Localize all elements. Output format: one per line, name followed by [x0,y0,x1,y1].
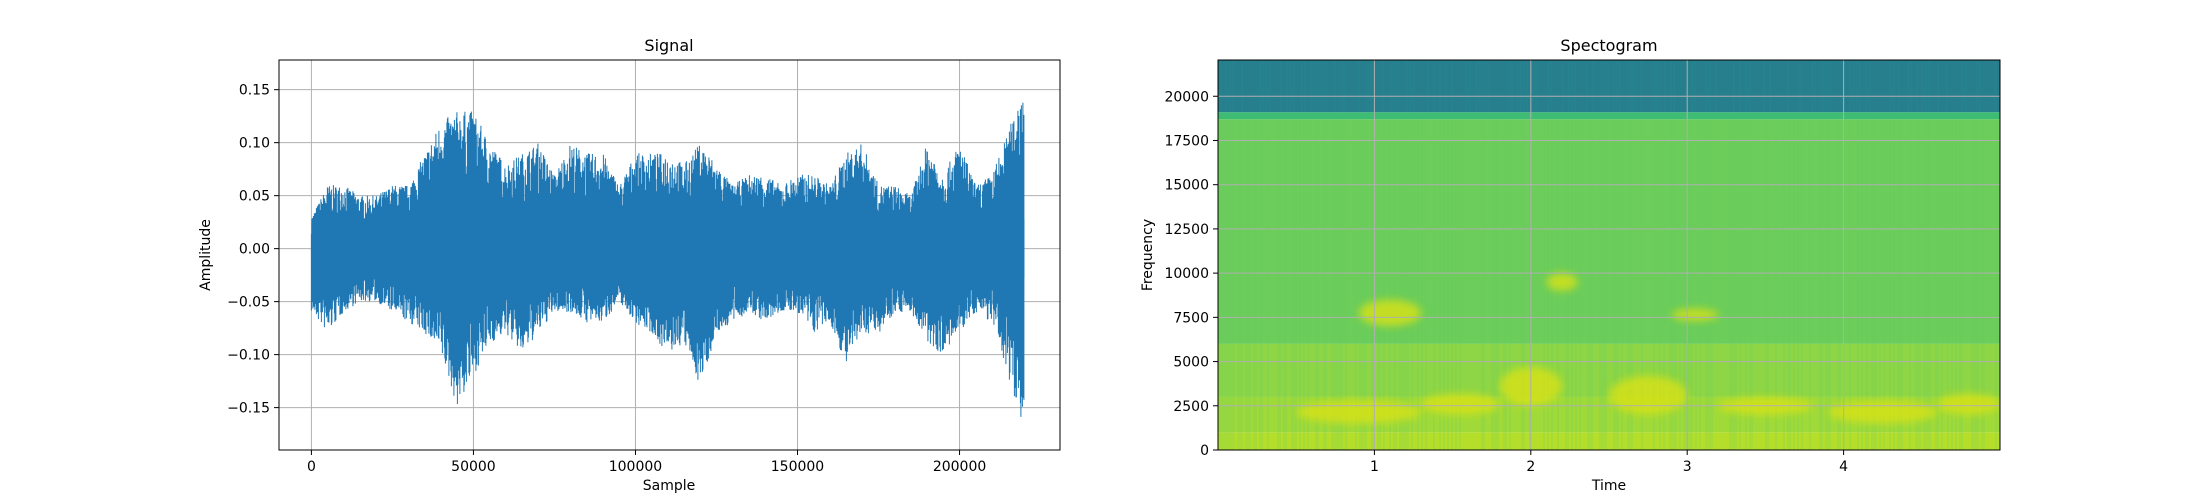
spectrogram-energy-blob [1937,393,2000,415]
signal-xlabel: Sample [643,478,696,494]
spectrogram-x-tick-label: 2 [1526,459,1535,475]
signal-x-tick-label: 0 [307,459,316,475]
signal-y-tick-label: 0.10 [239,136,270,152]
spectrogram-band [1218,432,2000,450]
spectrogram-energy-blob [1421,393,1500,415]
spectrogram-band [1218,119,2000,344]
spectrogram-y-tick-label: 17500 [1164,133,1209,149]
signal-plot [310,102,1025,417]
spectrogram-heatmap [1218,60,2000,450]
spectrogram-x-tick-label: 1 [1370,459,1379,475]
spectrogram-title: Spectogram [1560,36,1657,55]
signal-y-tick-label: 0.00 [239,242,270,258]
signal-ylabel: Amplitude [198,219,214,291]
signal-y-tick-label: 0.05 [239,189,270,205]
spectrogram-ylabel: Frequency [1140,219,1156,291]
spectrogram-y-tick-label: 15000 [1164,178,1209,194]
spectrogram-y-tick-label: 5000 [1173,355,1209,371]
spectrogram-y-tick-label: 10000 [1164,266,1209,282]
signal-x-tick-label: 50000 [451,459,496,475]
spectrogram-y-ticks: 0 2500 5000 7500 10000 12500 15000 17500 20000 [1164,89,1218,459]
spectrogram-x-tick-label: 3 [1683,459,1692,475]
spectrogram-x-tick-label: 4 [1839,459,1848,475]
spectrogram-y-tick-label: 20000 [1164,89,1209,105]
spectrogram-chart: Spectogram Time Frequency 1 2 3 4 0 2500 5000… [1140,36,2001,494]
signal-x-tick-label: 200000 [933,459,986,475]
spectrogram-y-tick-label: 12500 [1164,222,1209,238]
spectrogram-xlabel: Time [1591,478,1626,494]
spectrogram-band [1218,112,2000,120]
signal-x-tick-label: 100000 [609,459,662,475]
signal-chart: Signal Sample Amplitude 0 50000 100000 1500… [198,36,1061,494]
spectrogram-plot-frame [1217,59,2001,451]
spectrogram-texture-top [1218,60,1996,113]
spectrogram-band [1218,343,2000,397]
spectrogram-energy-blob [1671,308,1719,321]
spectrogram-y-tick-label: 7500 [1173,310,1209,326]
signal-title: Signal [644,36,693,55]
spectrogram-energy-blob [1546,273,1578,291]
signal-x-tick-label: 150000 [771,459,824,475]
spectrogram-x-ticks: 1 2 3 4 [1370,450,1848,475]
spectrogram-energy-blob [1827,400,1938,424]
spectrogram-energy-blob [1296,400,1422,424]
signal-y-tick-label: −0.15 [227,401,270,417]
signal-waveform-core [311,218,1025,279]
signal-x-ticks: 0 50000 100000 150000 200000 [307,450,986,475]
spectrogram-y-tick-label: 0 [1200,443,1209,459]
signal-y-tick-label: 0.15 [239,83,270,99]
spectrogram-band [1218,60,2000,113]
spectrogram-y-tick-label: 2500 [1173,399,1209,415]
signal-y-ticks: 0.15 0.10 0.05 0.00 −0.05 −0.10 −0.15 [227,83,279,417]
signal-plot-frame [278,59,1061,451]
signal-y-tick-label: −0.10 [227,348,270,364]
spectrogram-energy-blob [1358,299,1422,327]
spectrogram-energy-blob [1609,375,1688,415]
signal-y-tick-label: −0.05 [227,295,270,311]
